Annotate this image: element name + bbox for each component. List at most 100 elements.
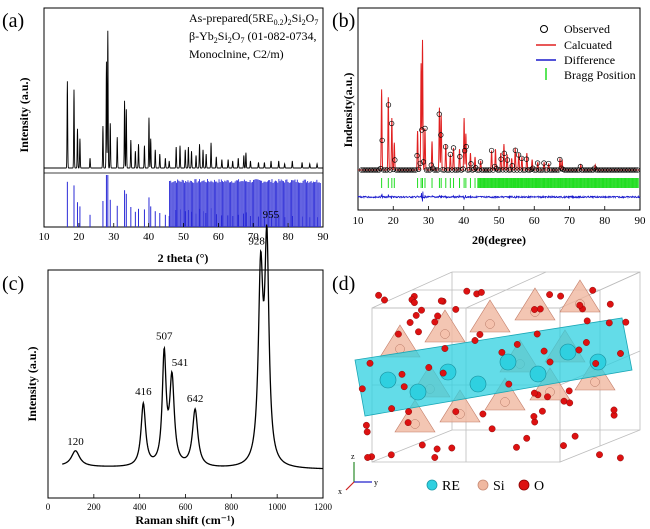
o-atom (617, 350, 624, 357)
o-atom (583, 317, 591, 325)
axis-triad: z x y (338, 452, 378, 496)
o-atom (405, 408, 412, 415)
panel-a: (a) 10 20 30 40 50 60 70 80 90 2 theta (°) Inten… (2, 7, 329, 265)
panel-b-tick-label: 70 (564, 215, 576, 227)
o-atom (565, 387, 573, 395)
observed-point (373, 167, 379, 173)
panel-a-legend: As-prepared(5RE0.2)2Si2O7 β-Yb2Si2O7 (01… (189, 11, 318, 61)
o-atom (366, 359, 374, 367)
panel-b-tick-label: 20 (388, 215, 400, 227)
observed-point (457, 154, 463, 160)
observed-point (374, 167, 381, 173)
observed-point (577, 164, 584, 170)
o-atom (544, 393, 551, 401)
o-atom (536, 305, 544, 313)
si-atom (440, 329, 450, 339)
o-atom (596, 451, 603, 459)
observed-point (558, 165, 565, 171)
observed-point (389, 120, 395, 127)
panel-c-xlabel: Raman shift (cm⁻¹) (135, 513, 234, 527)
o-atom (471, 337, 479, 344)
o-atom (606, 300, 614, 308)
panel-c-tick-label: 600 (179, 502, 193, 512)
observed-point (433, 167, 439, 173)
o-atom (433, 445, 441, 453)
observed-point (425, 167, 431, 173)
si-tetrahedron (424, 309, 466, 343)
panel-a-xlabel: 2 theta (°) (158, 251, 209, 265)
observed-point (573, 167, 579, 173)
observed-point (381, 167, 387, 173)
raman-peak-label: 416 (135, 386, 152, 398)
legend-difference: Difference (564, 53, 615, 67)
o-atom (566, 399, 574, 407)
panel-b-bragg-positions (381, 178, 639, 188)
observed-point (446, 167, 452, 173)
o-atom (448, 444, 456, 452)
observed-point (496, 167, 503, 173)
panel-b-difference-curve (357, 191, 641, 202)
o-atom (523, 434, 531, 442)
observed-point (512, 147, 519, 153)
o-atom (546, 291, 553, 298)
o-atom (358, 385, 366, 393)
observed-point (423, 167, 430, 173)
o-atom (412, 311, 420, 319)
observed-point (419, 127, 425, 133)
observed-point (377, 165, 384, 172)
axis-y-label: y (374, 478, 378, 487)
si-atom (500, 397, 510, 407)
panel-a-x-ticks: 10 20 30 40 50 60 70 80 90 (39, 223, 329, 243)
observed-point (525, 167, 531, 173)
observed-point (477, 159, 484, 165)
observed-point (409, 167, 415, 173)
raman-peak-label: 541 (172, 357, 189, 369)
o-atom (575, 346, 583, 354)
panel-a-tick-label: 70 (248, 231, 260, 243)
panel-a-legend-line3: Monoclnine, C2/m) (189, 47, 284, 61)
o-atom (441, 345, 449, 352)
observed-point (530, 165, 536, 171)
raman-peak-label: 642 (187, 393, 204, 405)
o-atom (425, 364, 433, 371)
observed-point (511, 167, 517, 173)
panel-a-legend-line1: As-prepared(5RE0.2)2Si2O7 (189, 11, 318, 27)
panel-a-tick-label: 50 (178, 231, 190, 243)
observed-point (552, 167, 558, 173)
panel-b-x-ticks: 10 20 30 40 50 60 70 80 90 (353, 206, 646, 227)
raman-peak-label: 955 (263, 209, 280, 221)
observed-point (500, 167, 506, 173)
o-atoms (358, 286, 630, 462)
observed-point (447, 151, 454, 158)
legend-re-marker (426, 479, 438, 491)
o-atom (513, 443, 520, 451)
legend-bragg: Bragg Position (564, 68, 636, 82)
axis-z-label: z (351, 452, 355, 461)
observed-point (431, 167, 438, 173)
observed-point (417, 160, 423, 167)
observed-point (514, 167, 520, 173)
observed-point (515, 152, 522, 158)
panel-b-xlabel: 2θ(degree) (472, 233, 526, 247)
observed-point (534, 160, 541, 166)
observed-point (504, 157, 511, 163)
o-atom (398, 370, 406, 378)
observed-point (587, 167, 593, 173)
legend-si: Si (493, 479, 505, 494)
observed-point (442, 144, 449, 150)
observed-point (498, 156, 504, 162)
o-atom (560, 442, 567, 449)
o-atom (463, 287, 471, 295)
si-tetrahedron (469, 299, 511, 333)
observed-point (392, 157, 398, 163)
observed-point (488, 147, 495, 154)
panel-a-tick-label: 60 (213, 231, 225, 243)
legend-observed: Observed (564, 22, 610, 36)
observed-point (631, 167, 638, 173)
legend-si-marker (477, 479, 489, 491)
panel-b-ylabel: Indensity(a.u.) (341, 73, 355, 148)
observed-point (428, 162, 434, 168)
panel-a-ylabel: Intensity (a.u.) (17, 77, 31, 152)
o-atom (431, 454, 439, 461)
o-atom (557, 292, 564, 300)
